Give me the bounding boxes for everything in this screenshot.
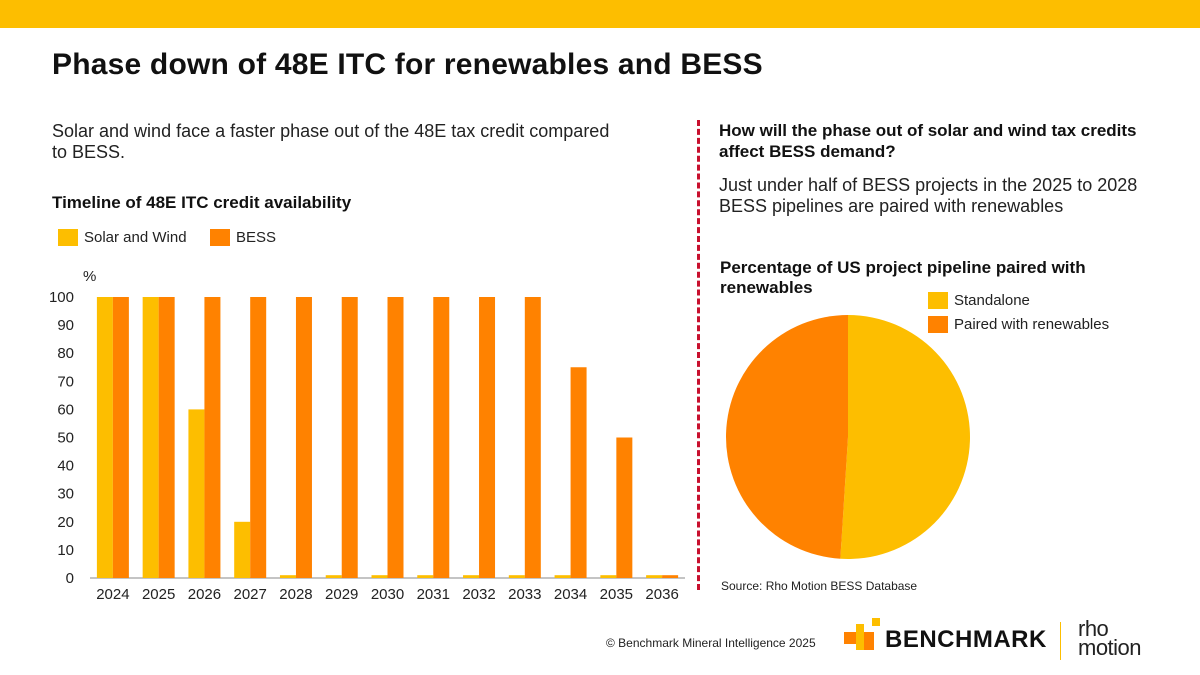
pie-legend-standalone: Standalone (928, 292, 1030, 309)
y-tick-label: 80 (57, 345, 74, 362)
bar-bess-2030 (387, 297, 404, 578)
benchmark-logo-icon (844, 618, 880, 650)
x-tick-label: 2027 (234, 586, 267, 603)
right-question: How will the phase out of solar and wind… (719, 121, 1137, 161)
top-accent-bar (0, 0, 1200, 28)
legend-label-solar-wind: Solar and Wind (84, 229, 187, 246)
bar-solar-wind-2028 (279, 575, 296, 578)
y-tick-label: 90 (57, 317, 74, 334)
bar-legend-solar-wind: Solar and Wind (58, 229, 187, 246)
rho-motion-logo-line2: motion (1078, 635, 1142, 660)
bar-solar-wind-2036 (646, 575, 663, 578)
bar-bess-2025 (158, 297, 175, 578)
pie-chart-title: Percentage of US project pipeline paired… (720, 258, 1086, 297)
y-tick-label: 50 (57, 430, 74, 447)
pie-slice-paired (726, 315, 848, 559)
y-tick-label: 0 (66, 570, 74, 587)
x-tick-label: 2036 (645, 586, 678, 603)
y-axis-unit-label: % (83, 268, 96, 285)
bar-bess-2029 (341, 297, 358, 578)
rho-motion-logo-line1: rho (1078, 616, 1109, 641)
bar-bess-2026 (204, 297, 221, 578)
x-tick-label: 2030 (371, 586, 404, 603)
source-note: Source: Rho Motion BESS Database (721, 579, 918, 593)
bar-chart-title: Timeline of 48E ITC credit availability (52, 193, 352, 212)
bar-solar-wind-2035 (600, 575, 617, 578)
bar-solar-wind-2024 (96, 297, 113, 578)
y-tick-label: 10 (57, 542, 74, 559)
y-tick-label: 40 (57, 458, 74, 475)
section-divider (697, 120, 700, 590)
x-tick-label: 2032 (462, 586, 495, 603)
bar-solar-wind-2030 (371, 575, 388, 578)
y-tick-label: 20 (57, 514, 74, 531)
legend-swatch-bess (210, 229, 230, 246)
x-tick-label: 2033 (508, 586, 541, 603)
x-tick-label: 2034 (554, 586, 587, 603)
bar-solar-wind-2029 (325, 575, 342, 578)
x-tick-label: 2035 (600, 586, 633, 603)
bar-solar-wind-2027 (234, 521, 251, 578)
benchmark-logo-text: BENCHMARK (885, 626, 1047, 653)
y-tick-label: 70 (57, 373, 74, 390)
rho-motion-logo: rho motion (1078, 616, 1142, 660)
legend-swatch-standalone (928, 292, 948, 309)
bar-bess-2035 (616, 437, 633, 578)
bar-bess-2032 (479, 297, 496, 578)
pie-chart (726, 315, 971, 560)
y-tick-label: 30 (57, 486, 74, 503)
x-tick-label: 2031 (417, 586, 450, 603)
x-tick-label: 2029 (325, 586, 358, 603)
bar-bess-2034 (570, 367, 587, 578)
bar-bess-2028 (295, 297, 312, 578)
bar-solar-wind-2032 (463, 575, 480, 578)
bar-bess-2024 (112, 297, 129, 578)
page-title: Phase down of 48E ITC for renewables and… (52, 48, 763, 81)
y-tick-label: 60 (57, 401, 74, 418)
copyright: © Benchmark Mineral Intelligence 2025 (606, 636, 816, 650)
legend-swatch-solar-wind (58, 229, 78, 246)
legend-label-paired: Paired with renewables (954, 316, 1110, 333)
bar-solar-wind-2025 (142, 297, 159, 578)
x-tick-label: 2026 (188, 586, 221, 603)
bar-bess-2027 (250, 297, 267, 578)
x-tick-label: 2024 (96, 586, 129, 603)
bar-solar-wind-2031 (417, 575, 434, 578)
bar-bess-2031 (433, 297, 450, 578)
bar-solar-wind-2034 (554, 575, 571, 578)
bar-bess-2033 (524, 297, 541, 578)
bar-legend-bess: BESS (210, 229, 276, 246)
bar-solar-wind-2026 (188, 409, 205, 578)
legend-swatch-paired (928, 316, 948, 333)
x-tick-label: 2028 (279, 586, 312, 603)
x-tick-label: 2025 (142, 586, 175, 603)
pie-slice-standalone (840, 315, 971, 560)
right-answer: Just under half of BESS projects in the … (719, 175, 1138, 216)
legend-label-standalone: Standalone (954, 292, 1030, 309)
pie-legend-paired: Paired with renewables (928, 316, 1109, 333)
y-tick-label: 100 (49, 289, 74, 306)
logo-separator (1060, 622, 1061, 660)
bar-solar-wind-2033 (508, 575, 525, 578)
left-subtitle: Solar and wind face a faster phase out o… (52, 121, 610, 162)
bar-bess-2036 (662, 575, 679, 578)
legend-label-bess: BESS (236, 229, 277, 246)
